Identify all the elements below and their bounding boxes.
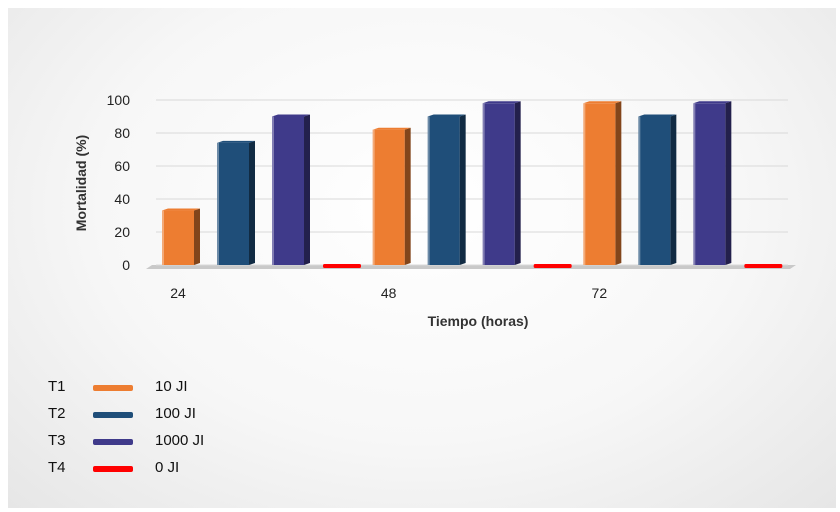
bar-highlight-t3-72 [693,103,696,265]
bar-top-t1-48 [372,127,411,130]
chart-floor [146,265,796,269]
bar-t1-24 [162,210,194,265]
chart-area: 0 20 40 60 80 100 24 48 72 Tiempo (horas) Mortalid… [8,8,836,508]
bar-top-t2-48 [427,114,466,117]
bar-highlight-t2-72 [638,116,641,265]
legend-code-t4: T4 [48,459,66,476]
bar-t2-48 [427,116,460,265]
legend-label-t3: 1000 JI [155,432,205,449]
y-tick-label-100: 100 [107,92,131,108]
bar-t4-48 [533,264,572,268]
bar-top-t3-24 [272,114,310,117]
legend-swatch-t2 [93,412,133,418]
bar-highlight-t1-24 [162,210,164,265]
legend-swatch-t4 [93,466,133,472]
bar-top-t2-72 [638,114,677,117]
y-tick-label-20: 20 [114,224,130,240]
y-axis-title: Mortalidad (%) [73,135,89,231]
y-tick-label-60: 60 [114,158,130,174]
bar-side-t3-72 [725,101,732,265]
x-tick-label-48: 48 [381,285,397,301]
bar-t1-48 [372,129,405,265]
bar-t2-24 [217,142,249,265]
bar-t3-24 [272,116,304,265]
bar-side-t2-48 [459,114,466,265]
legend-code-t2: T2 [48,405,66,422]
bar-highlight-t1-48 [372,129,375,265]
legend-code-t1: T1 [48,378,66,395]
bar-side-t3-24 [304,114,310,265]
y-tick-label-40: 40 [114,191,130,207]
x-tick-label-24: 24 [170,285,186,301]
y-tick-label-0: 0 [122,257,130,273]
bar-t4-72 [744,264,783,268]
bar-t3-72 [693,103,726,265]
legend-item-t3: T3 1000 JI [48,432,348,454]
bar-highlight-t3-24 [272,116,274,265]
legend-swatch-t3 [93,439,133,445]
bar-side-t2-72 [670,114,677,265]
bar-top-t1-24 [162,208,200,211]
legend-label-t1: 10 JI [155,378,188,395]
legend-item-t1: T1 10 JI [48,378,348,400]
y-tick-label-80: 80 [114,125,130,141]
bar-top-t2-24 [217,140,255,143]
bar-t2-72 [638,116,671,265]
x-tick-label-72: 72 [592,285,608,301]
legend-label-t4: 0 JI [155,459,180,476]
bar-t4-24 [323,264,361,268]
bar-side-t1-48 [404,127,411,265]
bar-highlight-t2-24 [217,142,219,265]
bar-side-t2-24 [249,140,255,265]
bar-side-t1-72 [615,101,622,265]
bar-side-t3-48 [514,101,521,265]
bar-highlight-t2-48 [427,116,430,265]
legend-label-t2: 100 JI [155,405,196,422]
bar-top-t3-72 [693,101,732,104]
legend-swatch-t1 [93,385,133,391]
bar-chart: 0 20 40 60 80 100 24 48 72 Tiempo (horas) Mortalid… [73,92,796,329]
bar-t1-72 [583,103,616,265]
bar-top-t3-48 [482,101,521,104]
bar-t3-48 [482,103,515,265]
x-axis-title: Tiempo (horas) [428,313,529,329]
legend-item-t2: T2 100 JI [48,405,348,427]
legend-code-t3: T3 [48,432,66,449]
bar-highlight-t3-48 [482,103,485,265]
bar-side-t1-24 [194,208,200,265]
legend-item-t4: T4 0 JI [48,459,348,481]
bar-highlight-t1-72 [583,103,586,265]
bar-top-t1-72 [583,101,622,104]
